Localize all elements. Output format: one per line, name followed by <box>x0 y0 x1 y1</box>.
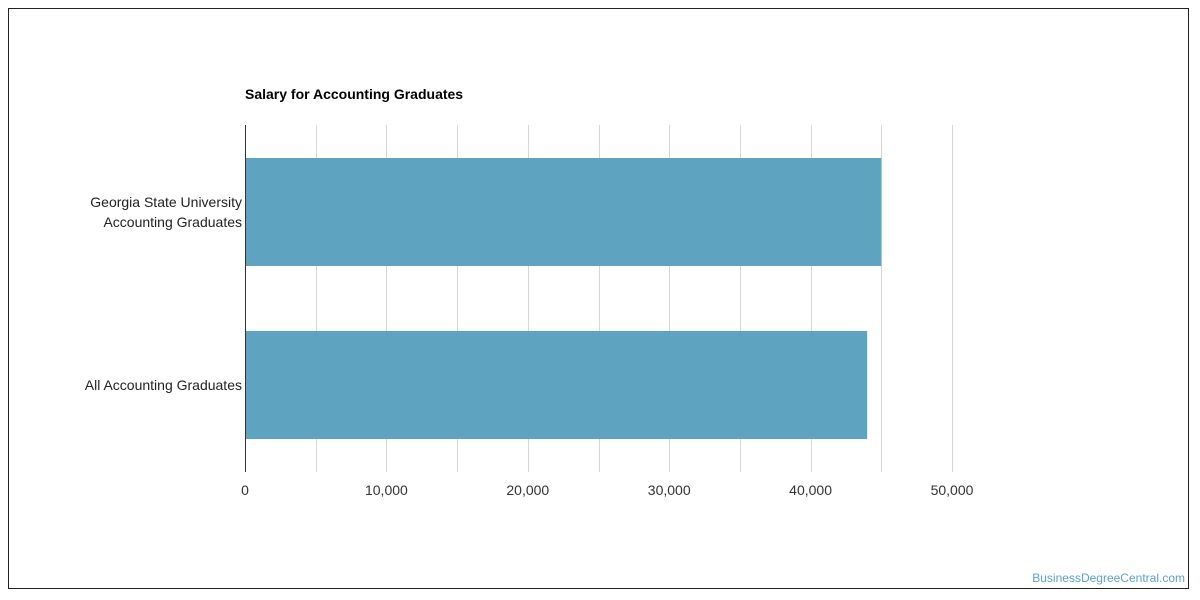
category-label: All Accounting Graduates <box>85 377 242 393</box>
category-label-line: Georgia State University <box>90 194 242 210</box>
x-tick-label: 10,000 <box>365 482 408 498</box>
category-label-line: Accounting Graduates <box>103 214 242 230</box>
bar <box>245 158 882 266</box>
x-tick-label: 0 <box>241 482 249 498</box>
bar <box>245 331 868 439</box>
category-labels: Georgia State University Accounting Gradu… <box>85 194 242 393</box>
bars <box>245 158 882 439</box>
source-watermark[interactable]: BusinessDegreeCentral.com <box>1032 571 1185 585</box>
x-tick-label: 40,000 <box>789 482 832 498</box>
chart-frame <box>8 8 1189 589</box>
chart-title: Salary for Accounting Graduates <box>245 86 463 102</box>
x-tick-label: 50,000 <box>931 482 974 498</box>
category-label-line: All Accounting Graduates <box>85 377 242 393</box>
x-tick-labels: 0 10,000 20,000 30,000 40,000 50,000 <box>241 482 974 498</box>
category-label: Georgia State University Accounting Gradu… <box>90 194 242 230</box>
x-tick-label: 20,000 <box>506 482 549 498</box>
x-tick-label: 30,000 <box>648 482 691 498</box>
